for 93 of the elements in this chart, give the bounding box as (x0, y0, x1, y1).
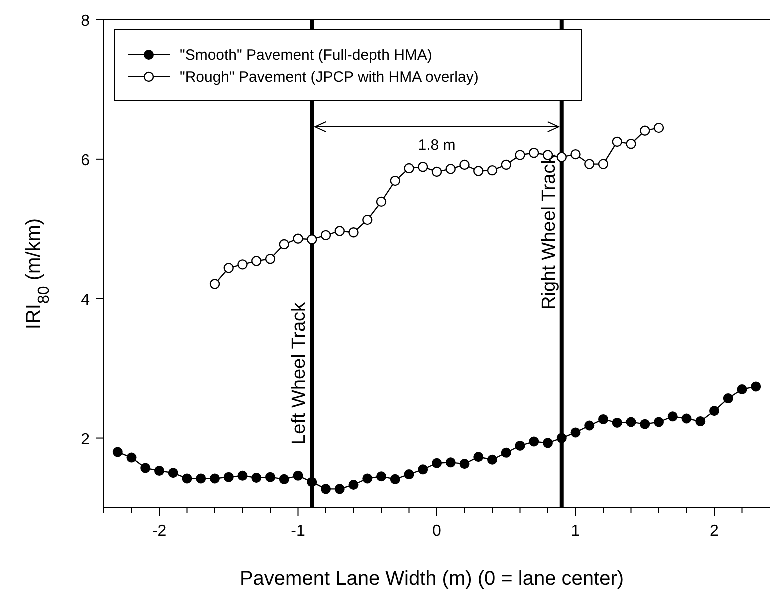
point (612, 136, 622, 148)
point (446, 458, 456, 468)
point (529, 436, 540, 447)
x-axis-title: Pavement Lane Width (m) (0 = lane center) (240, 568, 624, 590)
point (321, 484, 331, 494)
point (293, 234, 304, 244)
point (348, 228, 359, 238)
x-tick-label: 2 (710, 523, 720, 540)
point (362, 474, 373, 484)
point (182, 474, 192, 484)
point (446, 164, 456, 174)
ref-line-label: Left Wheel Track (289, 302, 310, 445)
point (432, 166, 442, 178)
point (626, 417, 636, 428)
point (737, 384, 748, 394)
point (598, 414, 608, 424)
point (640, 419, 650, 430)
point (376, 196, 387, 208)
point (376, 472, 386, 482)
point (682, 414, 692, 424)
point (390, 176, 400, 186)
point (474, 452, 484, 462)
point (668, 412, 678, 422)
point (252, 473, 262, 484)
point (570, 149, 581, 160)
point (515, 440, 526, 451)
point (224, 472, 234, 482)
point (404, 163, 414, 174)
point (224, 263, 234, 274)
point (696, 416, 706, 427)
point (584, 159, 595, 170)
y-tick-label: 8 (81, 13, 90, 30)
point (710, 406, 720, 416)
point (654, 417, 664, 428)
point (570, 428, 581, 438)
point (515, 150, 526, 160)
point (196, 474, 206, 484)
point (154, 466, 164, 476)
point (460, 459, 470, 470)
point (279, 239, 290, 250)
point (307, 234, 318, 245)
point (252, 256, 262, 266)
point (501, 448, 512, 458)
x-tick-label: -1 (291, 523, 306, 540)
y-tick-label: 6 (81, 152, 90, 170)
point (307, 477, 318, 488)
point (140, 463, 151, 474)
x-tick-label: 0 (432, 523, 442, 540)
point (598, 159, 609, 170)
point (279, 474, 290, 484)
point (529, 148, 540, 158)
point (474, 166, 484, 176)
point (126, 452, 137, 463)
point (418, 464, 428, 475)
point (543, 438, 553, 448)
point (460, 160, 470, 170)
y-tick-label: 4 (81, 292, 90, 309)
point (612, 418, 622, 428)
point (238, 260, 248, 270)
point (488, 454, 498, 465)
point (556, 152, 567, 162)
point (334, 484, 345, 494)
point (487, 165, 498, 176)
point (210, 474, 220, 484)
point (210, 279, 220, 290)
y-tick-label: 2 (81, 431, 90, 448)
point (168, 468, 178, 478)
point (556, 433, 567, 444)
point (432, 458, 442, 468)
point (265, 254, 276, 264)
point (723, 394, 734, 404)
annotation: 1.8 m (418, 137, 456, 154)
point (334, 226, 345, 236)
point (626, 138, 636, 150)
point (404, 470, 414, 480)
point (390, 474, 400, 484)
point (238, 470, 248, 481)
legend-label: "Smooth" Pavement (Full-depth HMA) (180, 47, 432, 64)
point (501, 160, 512, 170)
point (112, 447, 123, 458)
point (266, 472, 276, 482)
legend-label: "Rough" Pavement (JPCP with HMA overlay) (180, 69, 479, 86)
point (348, 480, 359, 490)
x-tick-label: -2 (152, 523, 167, 540)
point (751, 382, 762, 392)
point (320, 230, 332, 241)
x-tick-label: 1 (571, 523, 580, 540)
point (362, 214, 373, 226)
point (418, 162, 428, 172)
point (584, 420, 595, 431)
point (293, 470, 304, 481)
point (640, 126, 650, 136)
point (654, 122, 664, 134)
